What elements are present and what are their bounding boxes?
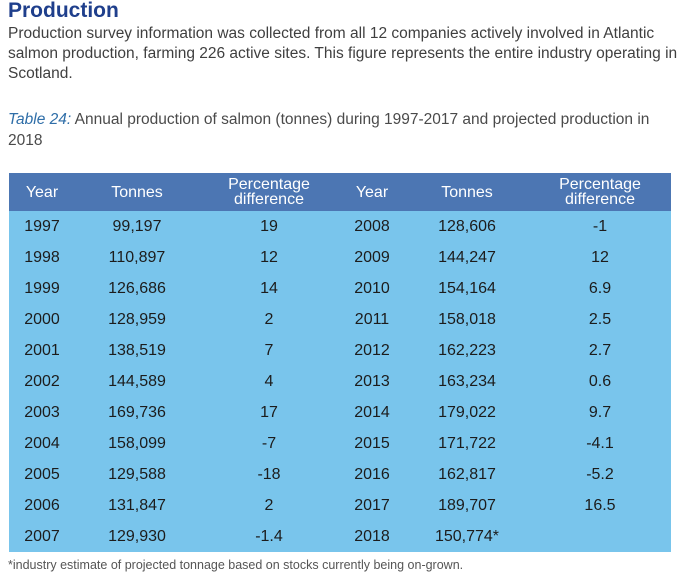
cell-percentage-difference-2: -4.1 — [529, 428, 671, 459]
cell-year-1: 1998 — [9, 242, 75, 273]
cell-percentage-difference-1: -1.4 — [199, 521, 339, 552]
cell-year-2: 2017 — [339, 490, 405, 521]
cell-tonnes-2: 171,722 — [405, 428, 529, 459]
cell-year-2: 2018 — [339, 521, 405, 552]
table-caption-tag: Table 24: — [8, 111, 72, 128]
cell-year-1: 2007 — [9, 521, 75, 552]
cell-percentage-difference-1: 12 — [199, 242, 339, 273]
header-percentage-difference-1: Percentage difference — [199, 173, 339, 211]
cell-year-2: 2014 — [339, 397, 405, 428]
cell-percentage-difference-2: -1 — [529, 211, 671, 242]
header-tonnes-2: Tonnes — [405, 173, 529, 211]
table-caption: Table 24: Annual production of salmon (t… — [8, 109, 678, 151]
section-heading: Production — [8, 0, 119, 22]
table-footnote: *industry estimate of projected tonnage … — [8, 558, 464, 572]
header-year-1: Year — [9, 173, 75, 211]
cell-tonnes-2: 128,606 — [405, 211, 529, 242]
cell-tonnes-2: 158,018 — [405, 304, 529, 335]
cell-year-1: 2000 — [9, 304, 75, 335]
cell-tonnes-1: 99,197 — [75, 211, 199, 242]
cell-percentage-difference-2: 0.6 — [529, 366, 671, 397]
cell-tonnes-1: 129,930 — [75, 521, 199, 552]
cell-tonnes-2: 179,022 — [405, 397, 529, 428]
cell-tonnes-1: 169,736 — [75, 397, 199, 428]
cell-year-2: 2011 — [339, 304, 405, 335]
cell-year-1: 1999 — [9, 273, 75, 304]
cell-tonnes-2: 154,164 — [405, 273, 529, 304]
cell-percentage-difference-1: 4 — [199, 366, 339, 397]
cell-year-2: 2012 — [339, 335, 405, 366]
cell-tonnes-1: 144,589 — [75, 366, 199, 397]
cell-percentage-difference-2: 2.7 — [529, 335, 671, 366]
cell-percentage-difference-2: 16.5 — [529, 490, 671, 521]
cell-year-2: 2013 — [339, 366, 405, 397]
cell-percentage-difference-2: 12 — [529, 242, 671, 273]
cell-percentage-difference-2: 6.9 — [529, 273, 671, 304]
cell-year-2: 2016 — [339, 459, 405, 490]
cell-percentage-difference-2: 9.7 — [529, 397, 671, 428]
table-row: 2005 129,588 -18 2016 162,817 -5.2 — [9, 459, 671, 490]
cell-year-2: 2009 — [339, 242, 405, 273]
cell-year-1: 2006 — [9, 490, 75, 521]
table-row: 2007 129,930 -1.4 2018 150,774* — [9, 521, 671, 552]
cell-tonnes-1: 138,519 — [75, 335, 199, 366]
cell-percentage-difference-1: 2 — [199, 490, 339, 521]
cell-tonnes-1: 129,588 — [75, 459, 199, 490]
cell-year-1: 2002 — [9, 366, 75, 397]
cell-percentage-difference-1: 2 — [199, 304, 339, 335]
production-table: Year Tonnes Percentage difference Year T… — [9, 173, 671, 552]
cell-tonnes-2: 162,223 — [405, 335, 529, 366]
cell-percentage-difference-2: 2.5 — [529, 304, 671, 335]
cell-percentage-difference-1: 7 — [199, 335, 339, 366]
cell-tonnes-2: 189,707 — [405, 490, 529, 521]
cell-percentage-difference-2 — [529, 521, 671, 552]
cell-year-2: 2010 — [339, 273, 405, 304]
cell-percentage-difference-1: 17 — [199, 397, 339, 428]
cell-percentage-difference-1: 14 — [199, 273, 339, 304]
cell-tonnes-1: 126,686 — [75, 273, 199, 304]
table-row: 2001 138,519 7 2012 162,223 2.7 — [9, 335, 671, 366]
table-caption-text: Annual production of salmon (tonnes) dur… — [8, 111, 650, 149]
header-year-2: Year — [339, 173, 405, 211]
cell-percentage-difference-1: 19 — [199, 211, 339, 242]
cell-year-1: 2004 — [9, 428, 75, 459]
cell-year-2: 2008 — [339, 211, 405, 242]
cell-tonnes-2: 144,247 — [405, 242, 529, 273]
cell-tonnes-1: 128,959 — [75, 304, 199, 335]
table-row: 2004 158,099 -7 2015 171,722 -4.1 — [9, 428, 671, 459]
cell-tonnes-2: 163,234 — [405, 366, 529, 397]
table-row: 2000 128,959 2 2011 158,018 2.5 — [9, 304, 671, 335]
cell-percentage-difference-1: -18 — [199, 459, 339, 490]
table-row: 2002 144,589 4 2013 163,234 0.6 — [9, 366, 671, 397]
table-row: 2006 131,847 2 2017 189,707 16.5 — [9, 490, 671, 521]
cell-year-1: 2001 — [9, 335, 75, 366]
cell-tonnes-1: 131,847 — [75, 490, 199, 521]
cell-tonnes-2: 162,817 — [405, 459, 529, 490]
table-row: 1999 126,686 14 2010 154,164 6.9 — [9, 273, 671, 304]
cell-tonnes-1: 158,099 — [75, 428, 199, 459]
cell-year-2: 2015 — [339, 428, 405, 459]
cell-percentage-difference-1: -7 — [199, 428, 339, 459]
cell-year-1: 2003 — [9, 397, 75, 428]
intro-paragraph: Production survey information was collec… — [8, 25, 678, 82]
table-row: 1997 99,197 19 2008 128,606 -1 — [9, 211, 671, 242]
header-percentage-difference-2: Percentage difference — [529, 173, 671, 211]
cell-year-1: 1997 — [9, 211, 75, 242]
table-row: 1998 110,897 12 2009 144,247 12 — [9, 242, 671, 273]
cell-percentage-difference-2: -5.2 — [529, 459, 671, 490]
cell-tonnes-1: 110,897 — [75, 242, 199, 273]
table-row: 2003 169,736 17 2014 179,022 9.7 — [9, 397, 671, 428]
production-table-container: Year Tonnes Percentage difference Year T… — [9, 173, 671, 552]
cell-tonnes-2: 150,774* — [405, 521, 529, 552]
table-header-row: Year Tonnes Percentage difference Year T… — [9, 173, 671, 211]
cell-year-1: 2005 — [9, 459, 75, 490]
header-tonnes-1: Tonnes — [75, 173, 199, 211]
